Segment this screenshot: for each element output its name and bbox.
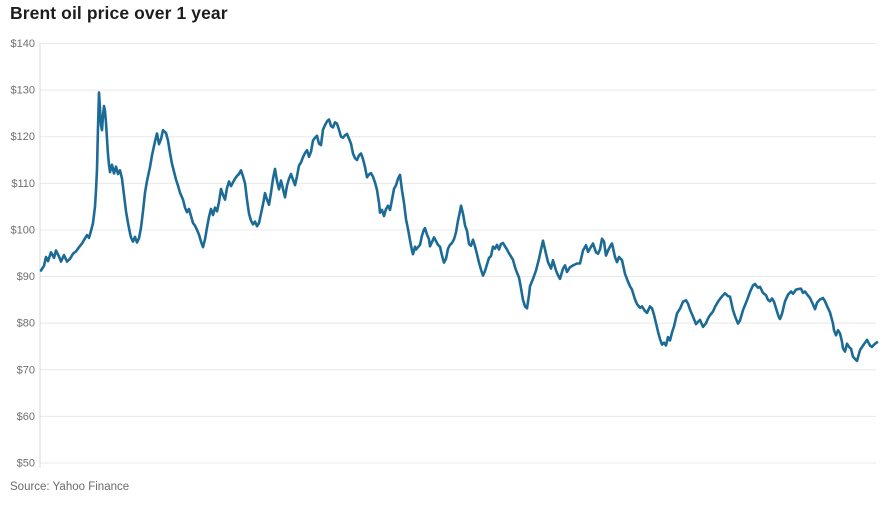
chart-title: Brent oil price over 1 year [10,3,228,23]
y-tick-label: $120 [11,131,35,143]
y-tick-label: $70 [17,364,35,376]
y-tick-label: $50 [17,458,35,470]
y-tick-label: $60 [17,411,35,423]
y-tick-label: $140 [11,38,35,50]
y-tick-label: $100 [11,224,35,236]
y-tick-label: $90 [17,271,35,283]
y-tick-label: $110 [11,178,35,190]
source-note: Source: Yahoo Finance [10,481,130,493]
y-tick-label: $130 [11,85,35,97]
price-line [39,91,879,363]
y-tick-label: $80 [17,318,35,330]
